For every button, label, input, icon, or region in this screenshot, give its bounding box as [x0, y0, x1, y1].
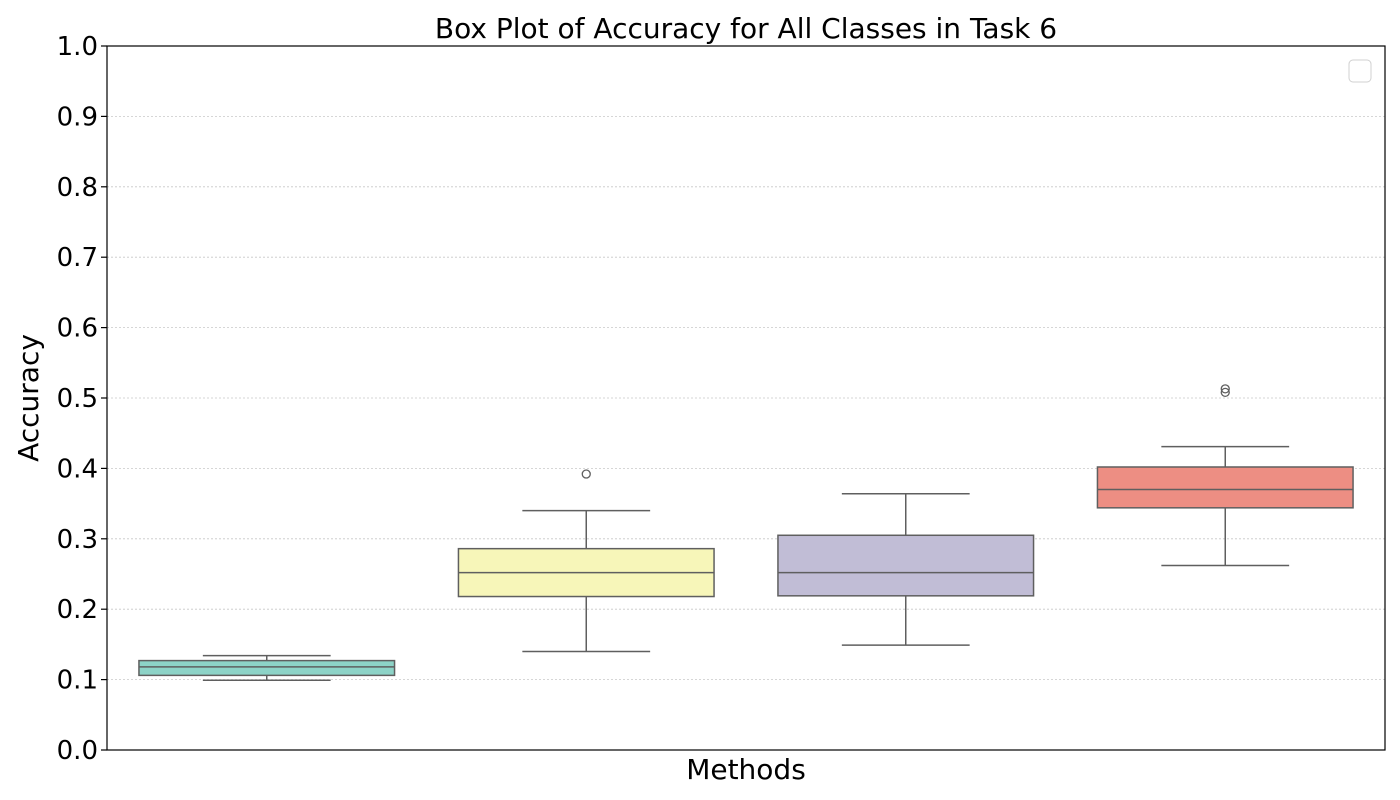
- y-tick-label: 0.7: [57, 243, 98, 273]
- y-tick-label: 0.9: [57, 102, 98, 132]
- y-ticks: 0.0 0.1 0.2 0.3 0.4 0.5 0.6 0.7 0.8 0.9 1.0: [57, 32, 107, 766]
- y-tick-label: 0.3: [57, 525, 98, 555]
- box-body: [1096, 466, 1354, 509]
- box-body: [777, 534, 1035, 597]
- y-tick-label: 0.4: [57, 454, 98, 484]
- boxes-layer: [138, 384, 1354, 682]
- box-body: [138, 659, 396, 677]
- box-group-4: [1096, 384, 1354, 567]
- y-tick-label: 0.1: [57, 666, 98, 696]
- x-axis-label: Methods: [686, 753, 806, 786]
- box-group-3: [777, 492, 1035, 646]
- plot-frame: [106, 45, 1386, 751]
- outlier-point: [1220, 387, 1230, 398]
- outlier-point: [581, 469, 591, 479]
- legend-box: [1348, 59, 1372, 83]
- y-tick-label: 0.0: [57, 736, 98, 766]
- box-group-1: [138, 654, 396, 682]
- y-tick-label: 0.8: [57, 173, 98, 203]
- y-axis-label: Accuracy: [12, 334, 45, 462]
- grid-layer: [107, 116, 1385, 680]
- y-tick-label: 0.2: [57, 595, 98, 625]
- y-tick-label: 1.0: [57, 32, 98, 62]
- y-tick-label: 0.6: [57, 314, 98, 344]
- chart-title: Box Plot of Accuracy for All Classes in …: [435, 12, 1057, 45]
- outlier-point: [1220, 384, 1230, 394]
- box-group-2: [457, 469, 715, 653]
- y-tick-label: 0.5: [57, 384, 98, 414]
